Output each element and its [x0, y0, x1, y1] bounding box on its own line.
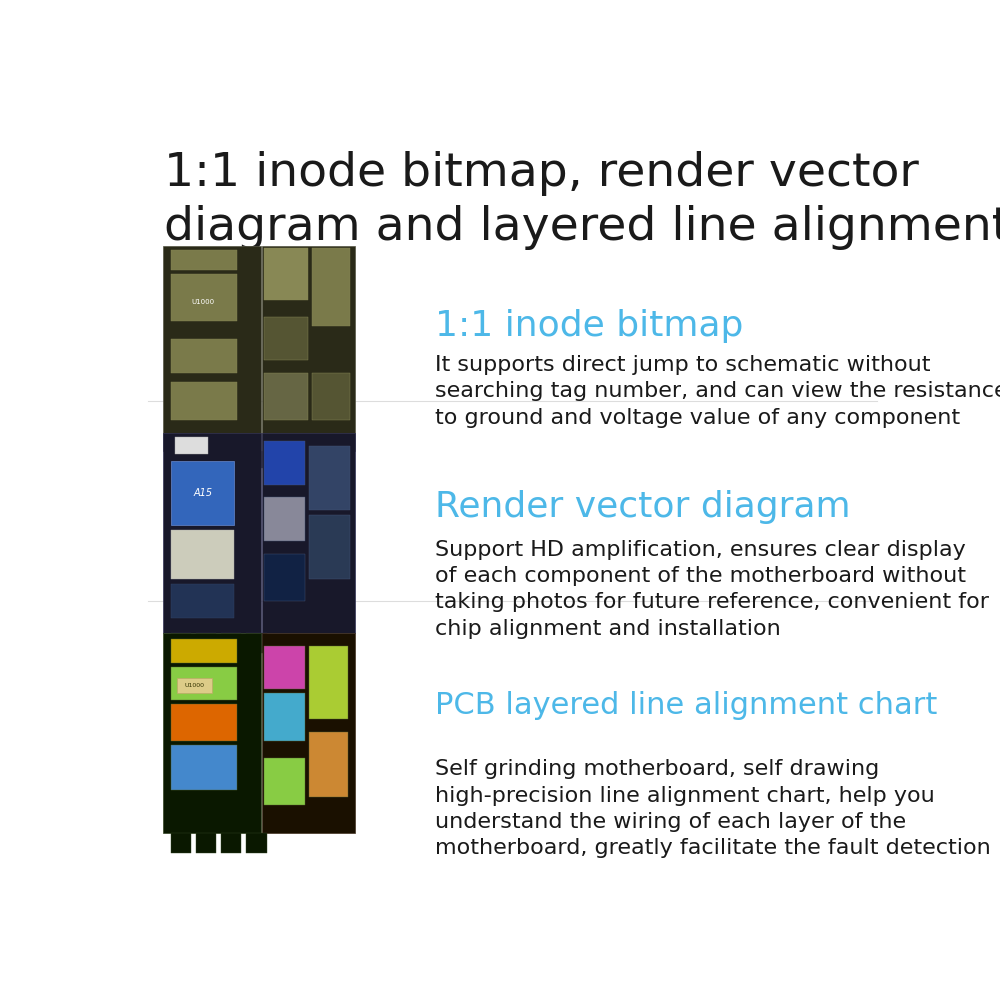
Bar: [175, 437, 208, 454]
Bar: [171, 704, 237, 741]
Bar: [264, 497, 305, 541]
Bar: [171, 633, 191, 653]
Text: It supports direct jump to schematic without
searching tag number, and can view : It supports direct jump to schematic wit…: [435, 355, 1000, 428]
Bar: [163, 246, 261, 451]
Bar: [171, 530, 234, 579]
Bar: [246, 451, 267, 468]
Bar: [171, 833, 191, 853]
Bar: [196, 451, 216, 468]
Bar: [262, 433, 355, 633]
Bar: [171, 250, 237, 270]
Bar: [309, 732, 348, 797]
Bar: [309, 646, 348, 719]
Text: Support HD amplification, ensures clear display
of each component of the motherb: Support HD amplification, ensures clear …: [435, 540, 989, 639]
Text: 1:1 inode bitmap: 1:1 inode bitmap: [435, 309, 743, 343]
Bar: [171, 745, 237, 790]
Bar: [171, 461, 234, 525]
Text: A15: A15: [194, 488, 213, 498]
Bar: [264, 693, 305, 741]
Bar: [312, 373, 350, 420]
Bar: [171, 382, 237, 420]
Bar: [196, 633, 216, 653]
Bar: [264, 248, 308, 300]
Bar: [309, 515, 350, 579]
Bar: [264, 373, 308, 420]
Bar: [312, 248, 350, 326]
Text: Self grinding motherboard, self drawing
high-precision line alignment chart, hel: Self grinding motherboard, self drawing …: [435, 759, 991, 858]
Bar: [262, 246, 355, 451]
Text: U1000: U1000: [192, 299, 215, 305]
Text: 1:1 inode bitmap, render vector
diagram and layered line alignment chart: 1:1 inode bitmap, render vector diagram …: [164, 151, 1000, 250]
Bar: [171, 339, 237, 373]
Bar: [221, 833, 241, 853]
Bar: [163, 633, 261, 833]
Bar: [171, 274, 237, 321]
Text: PCB layered line alignment chart: PCB layered line alignment chart: [435, 691, 937, 720]
Bar: [196, 833, 216, 853]
Bar: [171, 451, 191, 468]
Bar: [264, 646, 305, 689]
Bar: [171, 639, 237, 663]
Bar: [221, 451, 241, 468]
Bar: [309, 446, 350, 510]
Bar: [264, 317, 308, 360]
Bar: [262, 633, 355, 833]
Bar: [171, 584, 234, 618]
Bar: [264, 758, 305, 805]
Bar: [171, 667, 237, 700]
Text: Render vector diagram: Render vector diagram: [435, 490, 851, 524]
Text: U1000: U1000: [184, 683, 204, 688]
Bar: [221, 633, 241, 653]
Bar: [177, 678, 212, 693]
Bar: [264, 554, 305, 601]
Bar: [163, 433, 261, 633]
Bar: [264, 441, 305, 485]
Bar: [246, 833, 267, 853]
Bar: [246, 633, 267, 653]
